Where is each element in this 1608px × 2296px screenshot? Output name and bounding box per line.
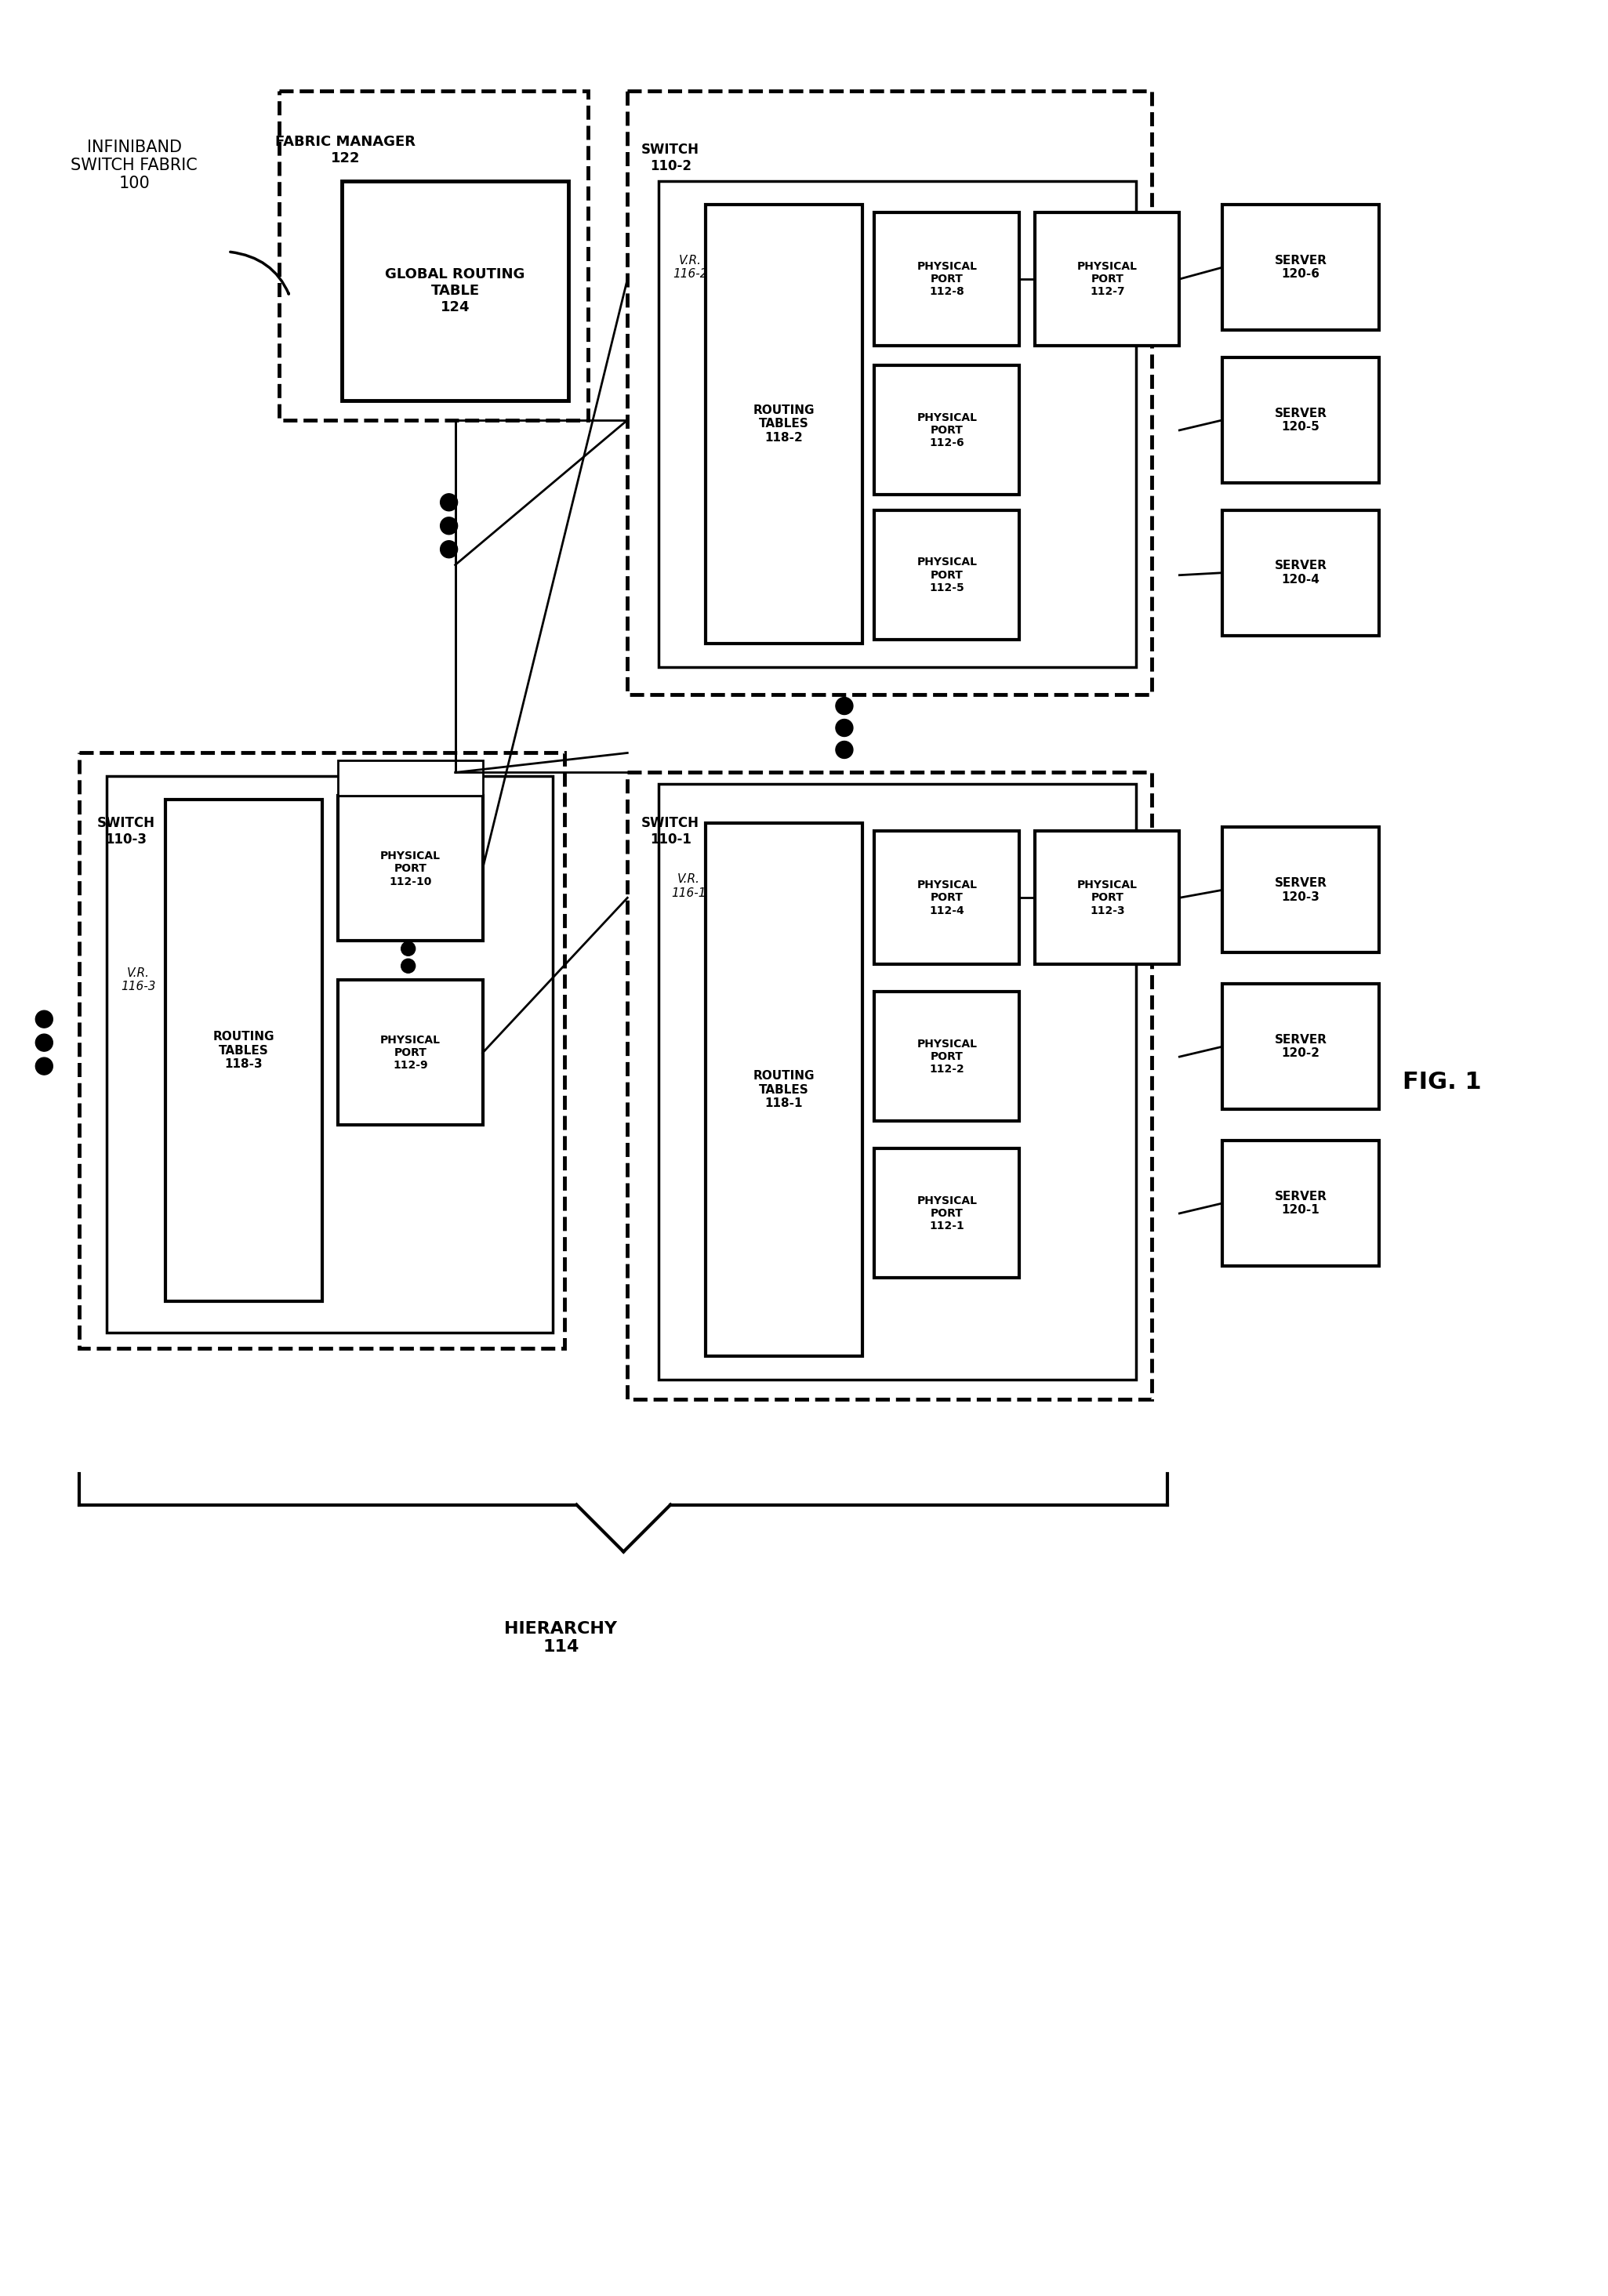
- Bar: [338, 760, 482, 797]
- Bar: [627, 92, 1151, 693]
- Text: ROUTING
TABLES
118-2: ROUTING TABLES 118-2: [753, 404, 815, 443]
- Circle shape: [400, 960, 415, 974]
- Bar: [1222, 827, 1380, 953]
- Bar: [106, 776, 553, 1332]
- Text: PHYSICAL
PORT
112-8: PHYSICAL PORT 112-8: [917, 262, 978, 296]
- Bar: [1222, 1141, 1380, 1265]
- Text: SERVER
120-2: SERVER 120-2: [1275, 1033, 1327, 1058]
- Bar: [1222, 510, 1380, 636]
- Bar: [706, 204, 862, 643]
- Circle shape: [836, 742, 852, 758]
- Bar: [875, 214, 1019, 347]
- Text: ROUTING
TABLES
118-3: ROUTING TABLES 118-3: [212, 1031, 275, 1070]
- Circle shape: [35, 1010, 53, 1029]
- Bar: [875, 992, 1019, 1120]
- Bar: [875, 365, 1019, 494]
- Text: SERVER
120-4: SERVER 120-4: [1275, 560, 1327, 585]
- Bar: [280, 92, 589, 420]
- Text: SWITCH
110-1: SWITCH 110-1: [642, 815, 699, 847]
- Bar: [659, 181, 1137, 666]
- Bar: [341, 181, 569, 400]
- Bar: [166, 799, 322, 1302]
- Bar: [1034, 831, 1179, 964]
- Text: PHYSICAL
PORT
112-1: PHYSICAL PORT 112-1: [917, 1196, 978, 1231]
- Text: PHYSICAL
PORT
112-7: PHYSICAL PORT 112-7: [1077, 262, 1137, 296]
- Text: SWITCH
110-2: SWITCH 110-2: [642, 142, 699, 172]
- Bar: [627, 771, 1151, 1398]
- Text: PHYSICAL
PORT
112-4: PHYSICAL PORT 112-4: [917, 879, 978, 916]
- Text: V.R.
116-3: V.R. 116-3: [121, 967, 156, 992]
- Circle shape: [441, 517, 458, 535]
- Circle shape: [400, 941, 415, 955]
- Bar: [338, 980, 482, 1125]
- Circle shape: [836, 698, 852, 714]
- Text: PHYSICAL
PORT
112-3: PHYSICAL PORT 112-3: [1077, 879, 1137, 916]
- Circle shape: [441, 494, 458, 512]
- Text: SERVER
120-6: SERVER 120-6: [1275, 255, 1327, 280]
- Text: V.R.
116-1: V.R. 116-1: [671, 872, 706, 898]
- Bar: [79, 753, 564, 1348]
- Circle shape: [441, 540, 458, 558]
- Text: FABRIC MANAGER
122: FABRIC MANAGER 122: [275, 135, 416, 165]
- Bar: [1222, 204, 1380, 331]
- Text: HIERARCHY
114: HIERARCHY 114: [505, 1621, 617, 1655]
- Text: SERVER
120-3: SERVER 120-3: [1275, 877, 1327, 902]
- Text: FIG. 1: FIG. 1: [1402, 1070, 1481, 1093]
- Text: GLOBAL ROUTING
TABLE
124: GLOBAL ROUTING TABLE 124: [386, 269, 526, 315]
- Bar: [1034, 214, 1179, 347]
- Text: SERVER
120-5: SERVER 120-5: [1275, 406, 1327, 432]
- Text: PHYSICAL
PORT
112-9: PHYSICAL PORT 112-9: [381, 1035, 441, 1070]
- Bar: [875, 831, 1019, 964]
- Text: ROUTING
TABLES
118-1: ROUTING TABLES 118-1: [753, 1070, 815, 1109]
- Circle shape: [35, 1033, 53, 1052]
- Bar: [875, 510, 1019, 638]
- Text: PHYSICAL
PORT
112-10: PHYSICAL PORT 112-10: [381, 850, 441, 886]
- Bar: [338, 797, 482, 941]
- Circle shape: [836, 719, 852, 737]
- FancyArrowPatch shape: [230, 253, 289, 294]
- Text: PHYSICAL
PORT
112-5: PHYSICAL PORT 112-5: [917, 558, 978, 592]
- Bar: [659, 785, 1137, 1380]
- Circle shape: [35, 1058, 53, 1075]
- Text: PHYSICAL
PORT
112-6: PHYSICAL PORT 112-6: [917, 411, 978, 448]
- Text: SWITCH
110-3: SWITCH 110-3: [98, 815, 156, 847]
- Bar: [706, 824, 862, 1357]
- Text: PHYSICAL
PORT
112-2: PHYSICAL PORT 112-2: [917, 1038, 978, 1075]
- Text: SERVER
120-1: SERVER 120-1: [1275, 1192, 1327, 1217]
- Bar: [1222, 358, 1380, 482]
- Text: V.R.
116-2: V.R. 116-2: [672, 255, 708, 280]
- Bar: [875, 1148, 1019, 1277]
- Text: INFINIBAND
SWITCH FABRIC
100: INFINIBAND SWITCH FABRIC 100: [71, 140, 198, 191]
- Bar: [1222, 985, 1380, 1109]
